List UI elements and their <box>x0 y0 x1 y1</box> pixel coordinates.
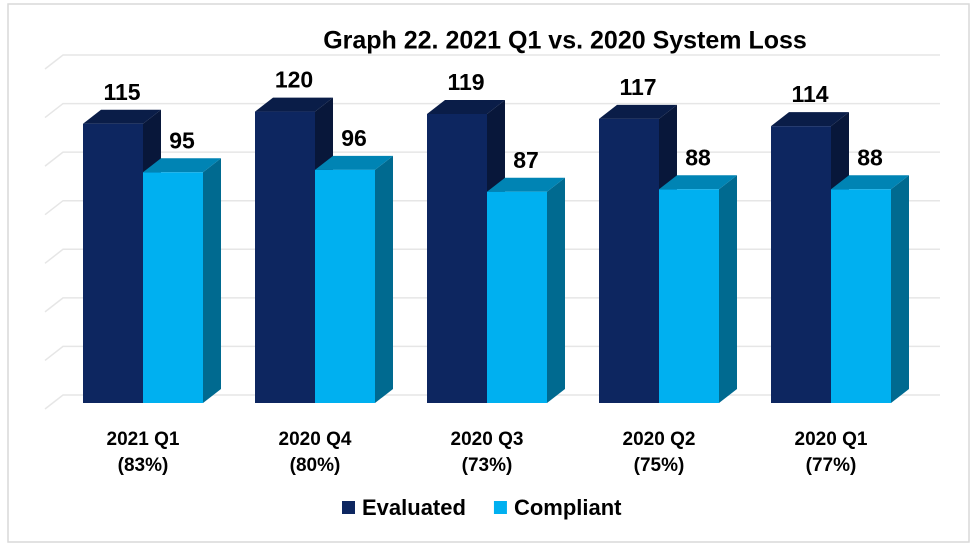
x-tick-label: 2020 Q1 <box>795 429 868 450</box>
bar-top <box>143 158 221 173</box>
data-label: 114 <box>791 81 828 107</box>
data-label: 95 <box>169 127 195 153</box>
x-tick-label: 2020 Q2 <box>623 429 696 450</box>
legend-label: Compliant <box>514 495 622 520</box>
bar-top <box>771 112 849 127</box>
bar-front <box>771 126 831 404</box>
data-label: 87 <box>513 147 539 173</box>
data-label: 88 <box>857 144 883 170</box>
bar-front <box>599 118 659 403</box>
bar-front <box>143 172 203 403</box>
bar-front <box>255 111 315 404</box>
legend-label: Evaluated <box>362 495 466 520</box>
bar-side <box>547 177 565 403</box>
x-tick-label: (75%) <box>634 455 685 476</box>
bar-top <box>315 155 393 170</box>
data-label: 88 <box>685 144 711 170</box>
data-label: 115 <box>103 79 140 105</box>
bar-front <box>315 169 375 403</box>
bar-front <box>831 189 891 403</box>
chart-title: Graph 22. 2021 Q1 vs. 2020 System Loss <box>323 27 807 55</box>
x-tick-label: (73%) <box>462 455 513 476</box>
grid-line <box>44 54 940 70</box>
legend-swatch <box>493 501 507 514</box>
bar-front <box>659 189 719 403</box>
bar <box>315 155 393 403</box>
x-tick-label: (83%) <box>118 455 169 476</box>
bar-top <box>83 109 161 124</box>
bar-side <box>375 155 393 403</box>
bar <box>487 177 565 403</box>
data-label: 119 <box>447 69 484 95</box>
x-tick-label: (77%) <box>806 455 857 476</box>
bar <box>143 158 221 403</box>
data-label: 120 <box>275 67 313 93</box>
bar <box>659 175 737 403</box>
bar-front <box>487 191 547 403</box>
bar-top <box>487 177 565 192</box>
legend-swatch <box>342 501 355 514</box>
bar-front <box>83 123 143 403</box>
x-tick-label: 2020 Q4 <box>279 429 352 450</box>
bar-top <box>599 104 677 119</box>
bar-top <box>659 175 737 190</box>
data-label: 117 <box>619 74 656 100</box>
bar-top <box>831 175 909 190</box>
x-tick-label: 2021 Q1 <box>107 429 180 450</box>
bar-side <box>203 158 221 403</box>
data-label: 96 <box>341 125 367 151</box>
bar-side <box>891 175 909 403</box>
x-tick-label: (80%) <box>290 455 341 476</box>
grid-line <box>44 102 940 119</box>
bar-top <box>255 97 333 112</box>
bar-side <box>719 175 737 403</box>
bar-front <box>427 114 487 403</box>
x-tick-label: 2020 Q3 <box>451 429 524 450</box>
bar <box>831 175 909 403</box>
bar-top <box>427 100 505 114</box>
